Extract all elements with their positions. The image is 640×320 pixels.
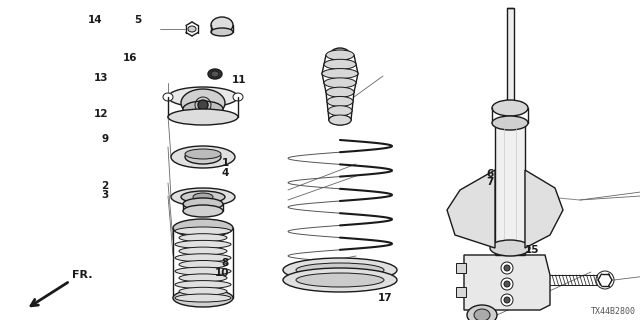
Text: 10: 10 — [214, 268, 229, 278]
Text: 5: 5 — [134, 15, 141, 25]
Circle shape — [504, 281, 510, 287]
Ellipse shape — [490, 240, 530, 256]
Polygon shape — [447, 170, 495, 248]
Ellipse shape — [467, 305, 497, 320]
Ellipse shape — [492, 116, 528, 130]
Ellipse shape — [329, 115, 351, 125]
Ellipse shape — [168, 87, 238, 107]
Text: 4: 4 — [221, 168, 229, 179]
Circle shape — [198, 100, 208, 110]
Text: 13: 13 — [94, 73, 109, 84]
Ellipse shape — [175, 240, 231, 248]
Ellipse shape — [296, 263, 384, 277]
Ellipse shape — [181, 89, 225, 117]
Text: TX44B2800: TX44B2800 — [591, 307, 636, 316]
Text: FR.: FR. — [72, 270, 93, 280]
Text: 3: 3 — [102, 190, 109, 200]
Ellipse shape — [179, 260, 227, 268]
Ellipse shape — [183, 205, 223, 217]
Ellipse shape — [296, 273, 384, 287]
Ellipse shape — [208, 69, 222, 79]
Ellipse shape — [179, 274, 227, 282]
Ellipse shape — [175, 267, 231, 275]
Ellipse shape — [168, 109, 238, 125]
Ellipse shape — [179, 247, 227, 255]
Ellipse shape — [283, 258, 397, 282]
Ellipse shape — [175, 281, 231, 289]
Bar — [456, 287, 466, 297]
Text: 17: 17 — [378, 293, 392, 303]
Ellipse shape — [329, 115, 351, 125]
Ellipse shape — [163, 93, 173, 101]
Ellipse shape — [328, 106, 352, 116]
Bar — [507, 8, 514, 108]
Ellipse shape — [175, 227, 231, 235]
Ellipse shape — [175, 294, 231, 302]
Polygon shape — [525, 170, 563, 248]
Ellipse shape — [179, 234, 227, 242]
Circle shape — [501, 278, 513, 290]
Text: 1: 1 — [222, 158, 229, 168]
Ellipse shape — [183, 198, 223, 210]
Ellipse shape — [185, 150, 221, 164]
Ellipse shape — [324, 59, 356, 69]
Ellipse shape — [322, 68, 358, 79]
Ellipse shape — [492, 100, 528, 116]
Circle shape — [501, 262, 513, 274]
Text: 16: 16 — [123, 52, 138, 63]
Ellipse shape — [183, 101, 223, 117]
Bar — [495, 123, 525, 255]
Ellipse shape — [327, 96, 353, 107]
Ellipse shape — [179, 287, 227, 295]
Ellipse shape — [173, 219, 233, 237]
Text: 6: 6 — [486, 169, 493, 180]
Ellipse shape — [324, 78, 356, 88]
Ellipse shape — [171, 188, 235, 206]
Ellipse shape — [211, 71, 219, 77]
Circle shape — [504, 297, 510, 303]
Text: 15: 15 — [525, 245, 540, 255]
Circle shape — [504, 265, 510, 271]
Ellipse shape — [233, 93, 243, 101]
Ellipse shape — [175, 254, 231, 262]
Ellipse shape — [283, 268, 397, 292]
Ellipse shape — [211, 28, 233, 36]
Ellipse shape — [211, 17, 233, 33]
Ellipse shape — [185, 149, 221, 159]
Text: 14: 14 — [88, 15, 102, 25]
Ellipse shape — [193, 193, 213, 201]
Ellipse shape — [326, 50, 354, 60]
Text: 8: 8 — [222, 258, 229, 268]
Ellipse shape — [474, 309, 490, 320]
Ellipse shape — [330, 48, 350, 62]
Polygon shape — [464, 255, 550, 310]
Circle shape — [501, 294, 513, 306]
Text: 12: 12 — [94, 108, 109, 119]
Ellipse shape — [173, 289, 233, 307]
Ellipse shape — [181, 191, 225, 203]
Text: 9: 9 — [102, 134, 109, 144]
Ellipse shape — [171, 146, 235, 168]
Text: 11: 11 — [232, 75, 246, 85]
Ellipse shape — [188, 26, 196, 32]
Text: 2: 2 — [102, 180, 109, 191]
Ellipse shape — [326, 87, 354, 97]
Bar — [456, 263, 466, 273]
Text: 7: 7 — [486, 177, 494, 188]
